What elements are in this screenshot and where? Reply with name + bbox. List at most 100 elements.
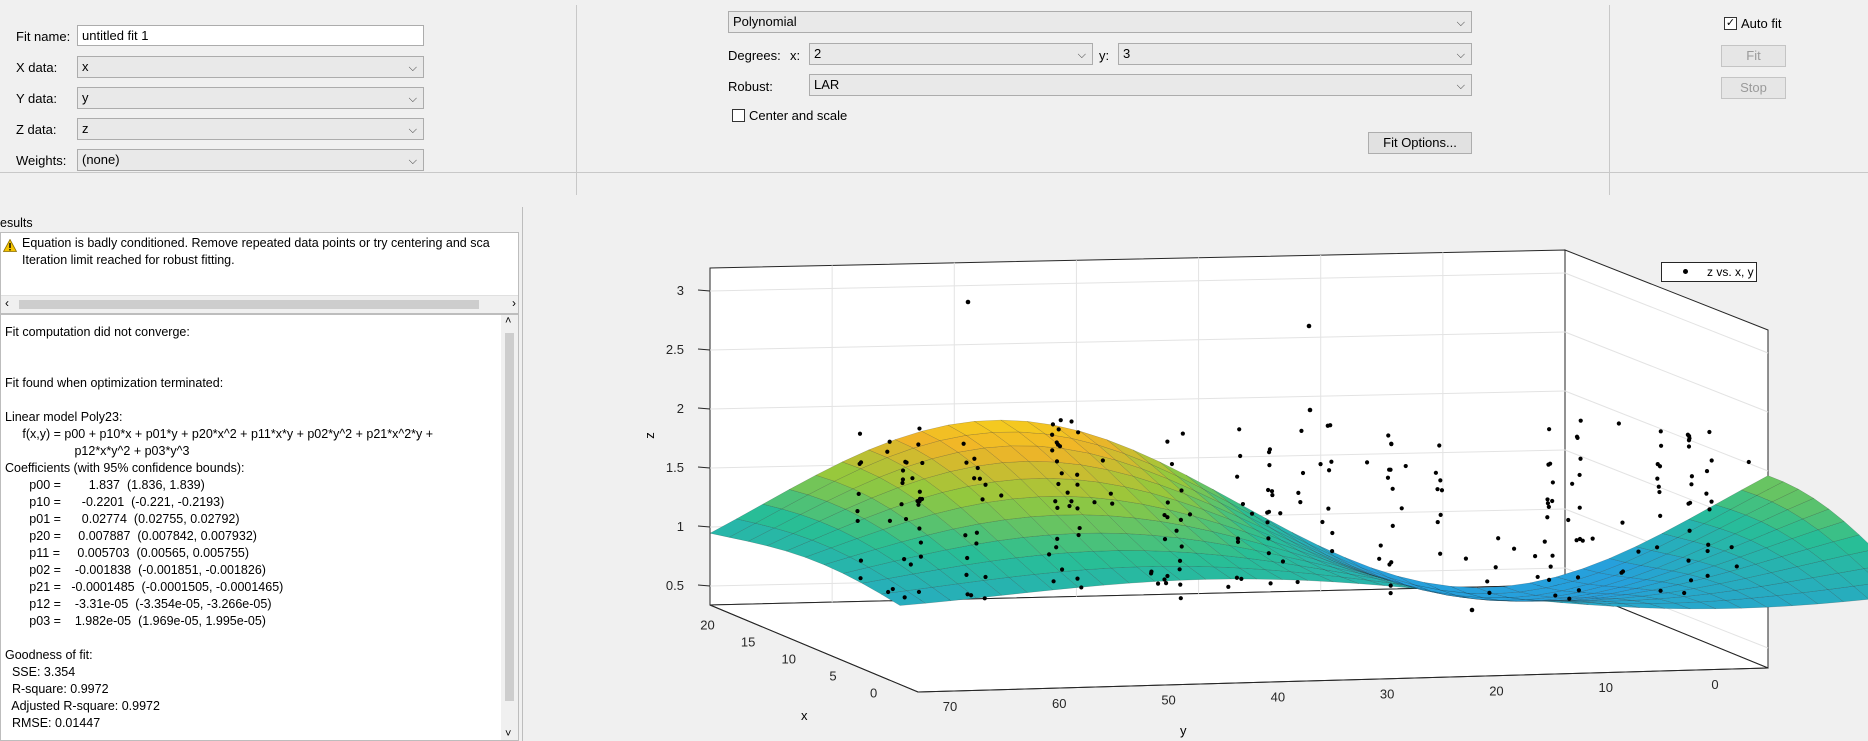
chevron-down-icon: ⌵ — [1456, 80, 1465, 92]
y-tick-label: 70 — [943, 699, 957, 714]
results-line: RMSE: 0.01447 — [5, 716, 101, 730]
legend-label: z vs. x, y — [1707, 265, 1754, 279]
weights-select[interactable]: (none) ⌵ — [77, 149, 424, 171]
z-data-value: z — [82, 121, 89, 136]
results-line: SSE: 3.354 — [5, 665, 76, 679]
results-line: p21 = -0.0001485 (-0.0001505, -0.0001465… — [5, 580, 284, 594]
results-line: Fit computation did not converge: — [5, 325, 190, 339]
legend-marker — [1683, 269, 1688, 274]
y-tick-label: 20 — [1489, 683, 1503, 698]
degree-y-value: 3 — [1123, 46, 1131, 61]
degree-x-label: x: — [790, 48, 801, 63]
degree-y-label: y: — [1099, 48, 1110, 63]
scroll-up-icon[interactable]: ˄ — [505, 315, 512, 327]
robust-value: LAR — [814, 77, 840, 92]
center-scale-checkbox[interactable] — [732, 109, 745, 122]
robust-label: Robust: — [728, 79, 773, 94]
chevron-down-icon: ⌵ — [408, 93, 417, 105]
x-tick-label: 15 — [741, 634, 755, 649]
results-line: R-square: 0.9972 — [5, 682, 109, 696]
results-line: p10 = -0.2201 (-0.221, -0.2193) — [5, 495, 225, 509]
auto-fit-label: Auto fit — [1741, 16, 1782, 31]
y-tick-label: 60 — [1052, 696, 1066, 711]
fit-options-button[interactable]: Fit Options... — [1368, 132, 1472, 154]
scrollbar-thumb[interactable] — [505, 333, 514, 701]
results-line: Linear model Poly23: — [5, 410, 123, 424]
degree-y-select[interactable]: 3 ⌵ — [1118, 43, 1472, 65]
x-data-value: x — [82, 59, 89, 74]
results-line: Coefficients (with 95% confidence bounds… — [5, 461, 245, 475]
y-tick-label: 0 — [1711, 677, 1718, 692]
z-data-label: Z data: — [16, 122, 57, 137]
scrollbar-thumb[interactable] — [19, 300, 479, 309]
weights-value: (none) — [82, 152, 120, 167]
auto-fit-checkbox[interactable]: ✓ — [1724, 17, 1737, 30]
robust-select[interactable]: LAR ⌵ — [809, 74, 1472, 96]
results-line: p12*x*y^2 + p03*y^3 — [5, 444, 190, 458]
results-line: Adjusted R-square: 0.9972 — [5, 699, 160, 713]
chevron-down-icon: ⌵ — [1077, 49, 1086, 61]
results-text: Fit computation did not converge: Fit fou… — [1, 315, 501, 740]
x-data-label: X data: — [16, 60, 58, 75]
y-axis-label: y — [1180, 723, 1187, 738]
legend[interactable]: z vs. x, y — [1661, 262, 1757, 282]
y-data-value: y — [82, 90, 89, 105]
degree-x-value: 2 — [814, 46, 822, 61]
chevron-down-icon: ⌵ — [408, 155, 417, 167]
warning-text: Iteration limit reached for robust fitti… — [22, 253, 235, 267]
z-tick-label: 0.5 — [666, 578, 684, 593]
x-tick-label: 0 — [870, 685, 877, 700]
chevron-down-icon: ⌵ — [408, 62, 417, 74]
results-title: esults — [0, 216, 33, 230]
vertical-scrollbar[interactable]: ˄ ˅ — [501, 315, 518, 740]
z-axis-label: z — [641, 432, 657, 439]
z-tick-label: 2 — [677, 401, 684, 416]
results-line: p12 = -3.31e-05 (-3.354e-05, -3.266e-05) — [5, 597, 272, 611]
y-data-select[interactable]: y ⌵ — [77, 87, 424, 109]
scroll-right-icon[interactable]: › — [512, 296, 516, 310]
x-tick-label: 5 — [829, 668, 836, 683]
z-data-select[interactable]: z ⌵ — [77, 118, 424, 140]
data-points — [855, 299, 1751, 613]
y-tick-label: 10 — [1598, 680, 1612, 695]
scroll-down-icon[interactable]: ˅ — [505, 728, 512, 740]
weights-label: Weights: — [16, 153, 67, 168]
degrees-label: Degrees: — [728, 48, 781, 63]
chevron-down-icon: ⌵ — [1456, 17, 1465, 29]
results-line: p11 = 0.005703 (0.00565, 0.005755) — [5, 546, 250, 560]
results-line: p03 = 1.982e-05 (1.969e-05, 1.995e-05) — [5, 614, 266, 628]
results-line: p00 = 1.837 (1.836, 1.839) — [5, 478, 205, 492]
chevron-down-icon: ⌵ — [408, 124, 417, 136]
warning-text: Equation is badly conditioned. Remove re… — [22, 236, 490, 250]
results-line: p02 = -0.001838 (-0.001851, -0.001826) — [5, 563, 266, 577]
stop-button[interactable]: Stop — [1721, 77, 1786, 99]
results-line: f(x,y) = p00 + p10*x + p01*y + p20*x^2 +… — [5, 427, 434, 441]
x-axis-label: x — [801, 708, 808, 723]
center-scale-label: Center and scale — [749, 108, 848, 123]
x-data-select[interactable]: x ⌵ — [77, 56, 424, 78]
warning-icon — [3, 239, 17, 252]
results-line: Fit found when optimization terminated: — [5, 376, 224, 390]
fit-name-label: Fit name: — [16, 29, 71, 44]
results-text-box: Fit computation did not converge: Fit fou… — [0, 314, 519, 741]
fit-button[interactable]: Fit — [1721, 45, 1786, 67]
fit-name-input[interactable]: untitled fit 1 — [77, 25, 424, 46]
x-tick-label: 20 — [700, 618, 714, 633]
horizontal-scrollbar[interactable]: ‹ › — [1, 295, 518, 313]
results-line: p20 = 0.007887 (0.007842, 0.007932) — [5, 529, 257, 543]
separator — [1609, 5, 1610, 195]
degree-x-select[interactable]: 2 ⌵ — [809, 43, 1093, 65]
axes-box-front — [709, 604, 1769, 693]
chevron-down-icon: ⌵ — [1456, 49, 1465, 61]
z-tick-label: 2.5 — [666, 342, 684, 357]
scroll-left-icon[interactable]: ‹ — [5, 296, 9, 310]
y-tick-label: 30 — [1380, 686, 1394, 701]
fitted-surface — [709, 419, 1868, 610]
y-data-label: Y data: — [16, 91, 57, 106]
z-tick-label: 3 — [677, 283, 684, 298]
model-type-select[interactable]: Polynomial ⌵ — [728, 11, 1472, 33]
separator — [576, 5, 577, 195]
results-line: p01 = 0.02774 (0.02755, 0.02792) — [5, 512, 240, 526]
